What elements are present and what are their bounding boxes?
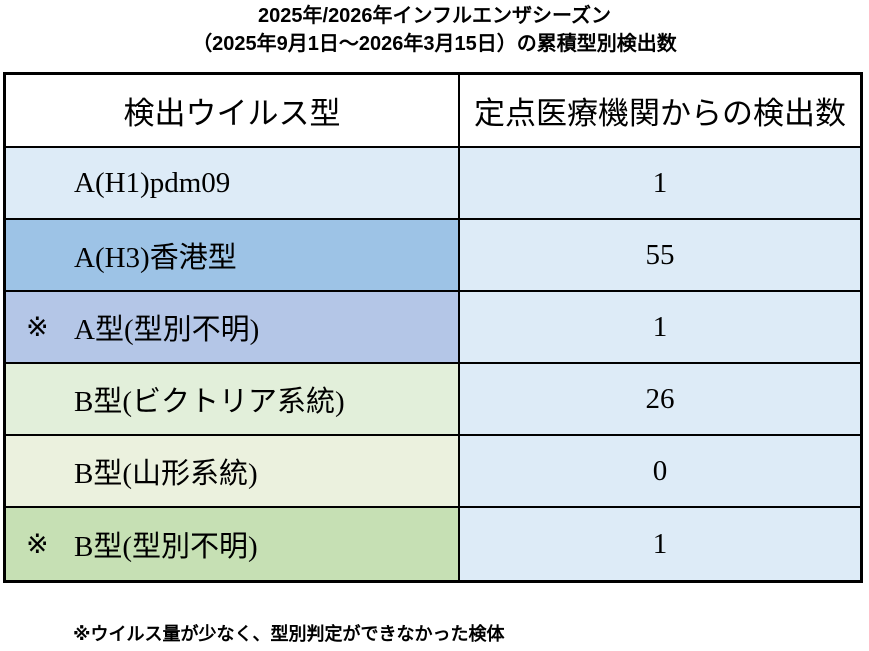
detection-count-value: 1 [652,166,668,199]
reference-mark: ※ [26,311,49,342]
table-row-virus-type: A(H1)pdm09 [6,148,460,220]
table-row-virus-type: B型(ビクトリア系統) [6,364,460,436]
detection-count-value: 1 [652,527,668,560]
virus-type-label: A(H3)香港型 [74,242,237,274]
table-row-detection-count: 55 [460,220,860,292]
table-row-detection-count: 1 [460,292,860,364]
detection-count-value: 0 [652,454,668,487]
table-row-virus-type: ※ B型(型別不明) [6,508,460,580]
virus-type-label: A(H1)pdm09 [74,166,231,199]
virus-type-label: A型(型別不明) [74,314,260,346]
table-row-detection-count: 26 [460,364,860,436]
detection-count-value: 55 [645,238,675,271]
column-header-detection-count: 定点医療機関からの検出数 [460,75,860,148]
footnote: ※ウイルス量が少なく、型別判定ができなかった検体 [73,624,505,644]
detection-count-value: 1 [652,310,668,343]
table-row-detection-count: 0 [460,436,860,508]
reference-mark: ※ [26,528,49,559]
table-row-virus-type: B型(山形系統) [6,436,460,508]
virus-type-label: B型(ビクトリア系統) [74,386,345,418]
page-title: 2025年/2026年インフルエンザシーズン （2025年9月1日～2026年3… [0,2,869,58]
table-row-detection-count: 1 [460,148,860,220]
table-row-virus-type: ※ A型(型別不明) [6,292,460,364]
page-title-line2: （2025年9月1日～2026年3月15日）の累積型別検出数 [192,33,677,55]
virus-type-label: B型(型別不明) [74,531,258,563]
table-row-virus-type: A(H3)香港型 [6,220,460,292]
column-header-virus-type: 検出ウイルス型 [6,75,460,148]
virus-type-label: B型(山形系統) [74,458,258,490]
detection-count-value: 26 [645,382,675,415]
page-title-line1: 2025年/2026年インフルエンザシーズン [258,5,611,27]
influenza-detection-table: 検出ウイルス型 定点医療機関からの検出数 A(H1)pdm09 1 A(H3)香… [3,72,863,583]
table-row-detection-count: 1 [460,508,860,580]
